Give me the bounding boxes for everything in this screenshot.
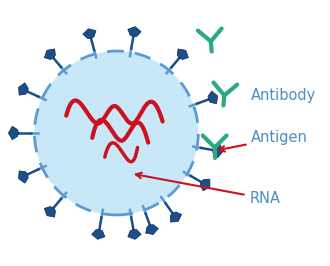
Polygon shape bbox=[146, 225, 158, 234]
Text: Antigen: Antigen bbox=[219, 130, 308, 152]
Polygon shape bbox=[8, 126, 18, 140]
Polygon shape bbox=[44, 49, 55, 60]
Polygon shape bbox=[83, 29, 96, 39]
Polygon shape bbox=[177, 49, 188, 60]
Polygon shape bbox=[18, 171, 28, 183]
Text: RNA: RNA bbox=[136, 173, 280, 206]
Polygon shape bbox=[170, 212, 182, 222]
Polygon shape bbox=[200, 179, 210, 191]
Polygon shape bbox=[128, 27, 141, 37]
Polygon shape bbox=[208, 91, 218, 104]
Polygon shape bbox=[213, 144, 223, 158]
Circle shape bbox=[34, 51, 198, 215]
Polygon shape bbox=[128, 229, 141, 239]
Polygon shape bbox=[44, 206, 55, 217]
Polygon shape bbox=[18, 83, 28, 95]
Text: Antibody: Antibody bbox=[251, 88, 316, 103]
Polygon shape bbox=[92, 229, 105, 239]
